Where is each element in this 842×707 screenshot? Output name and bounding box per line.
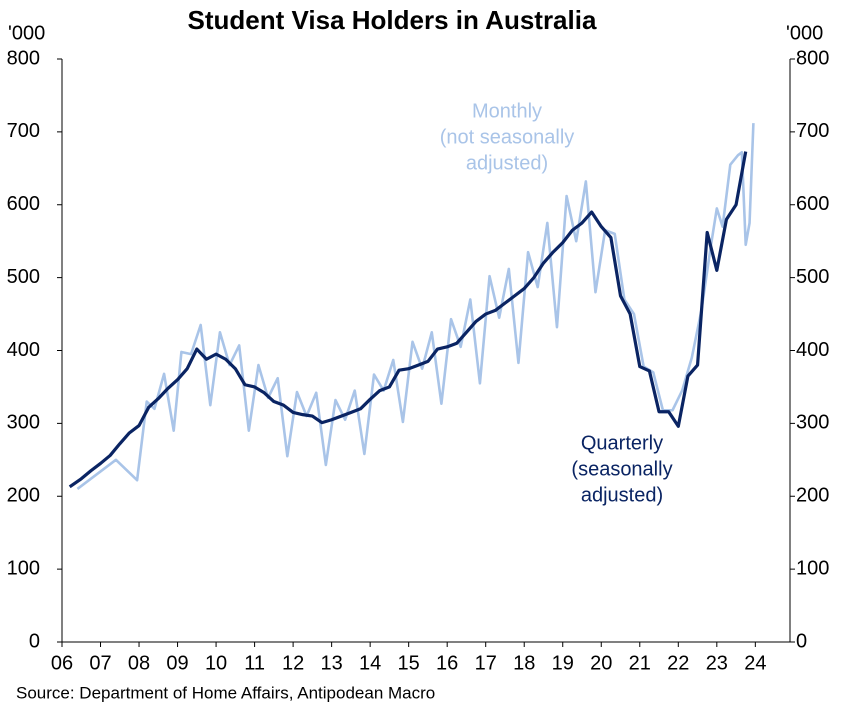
y2-tick-label: 0 (796, 630, 807, 652)
y-tick-label: 700 (7, 120, 40, 142)
x-tick-label: 23 (706, 652, 728, 674)
x-tick-label: 07 (89, 652, 111, 674)
y-tick-label: 600 (7, 193, 40, 215)
series-annotation: Monthly (472, 100, 542, 122)
y2-tick-label: 100 (796, 557, 829, 579)
x-tick-label: 20 (590, 652, 612, 674)
y2-tick-label: 200 (796, 485, 829, 507)
y2-tick-label: 700 (796, 120, 829, 142)
y2-tick-label: 400 (796, 339, 829, 361)
x-tick-label: 14 (359, 652, 381, 674)
y-tick-label: 200 (7, 485, 40, 507)
x-tick-label: 17 (475, 652, 497, 674)
y2-unit: '000 (786, 22, 823, 44)
chart-title: Student Visa Holders in Australia (188, 5, 597, 35)
y-tick-label: 500 (7, 266, 40, 288)
series-annotation: Quarterly (581, 432, 663, 454)
x-tick-label: 11 (244, 652, 265, 674)
y-tick-label: 400 (7, 339, 40, 361)
y-unit: '000 (8, 22, 45, 44)
series-line (68, 151, 748, 489)
y2-tick-label: 800 (796, 47, 829, 69)
x-tick-label: 16 (436, 652, 458, 674)
series-line (76, 123, 755, 490)
x-tick-label: 24 (744, 652, 766, 674)
x-tick-label: 19 (552, 652, 574, 674)
x-tick-label: 22 (667, 652, 689, 674)
x-tick-label: 15 (398, 652, 420, 674)
series-annotation: (not seasonally (440, 126, 575, 148)
series-annotation: adjusted) (581, 484, 663, 506)
y2-tick-label: 300 (796, 412, 829, 434)
x-tick-label: 21 (629, 652, 651, 674)
y-tick-label: 0 (29, 630, 40, 652)
y-tick-label: 100 (7, 557, 40, 579)
x-tick-label: 08 (128, 652, 150, 674)
x-tick-label: 06 (51, 652, 73, 674)
x-tick-label: 10 (205, 652, 227, 674)
x-tick-label: 13 (321, 652, 343, 674)
series-annotation: (seasonally (571, 458, 672, 480)
y-tick-label: 800 (7, 47, 40, 69)
y2-tick-label: 500 (796, 266, 829, 288)
y-tick-label: 300 (7, 412, 40, 434)
source-note: Source: Department of Home Affairs, Anti… (16, 683, 435, 702)
x-tick-label: 12 (282, 652, 304, 674)
series-annotation: adjusted) (466, 152, 548, 174)
y2-tick-label: 600 (796, 193, 829, 215)
x-tick-label: 18 (513, 652, 535, 674)
x-tick-label: 09 (166, 652, 188, 674)
